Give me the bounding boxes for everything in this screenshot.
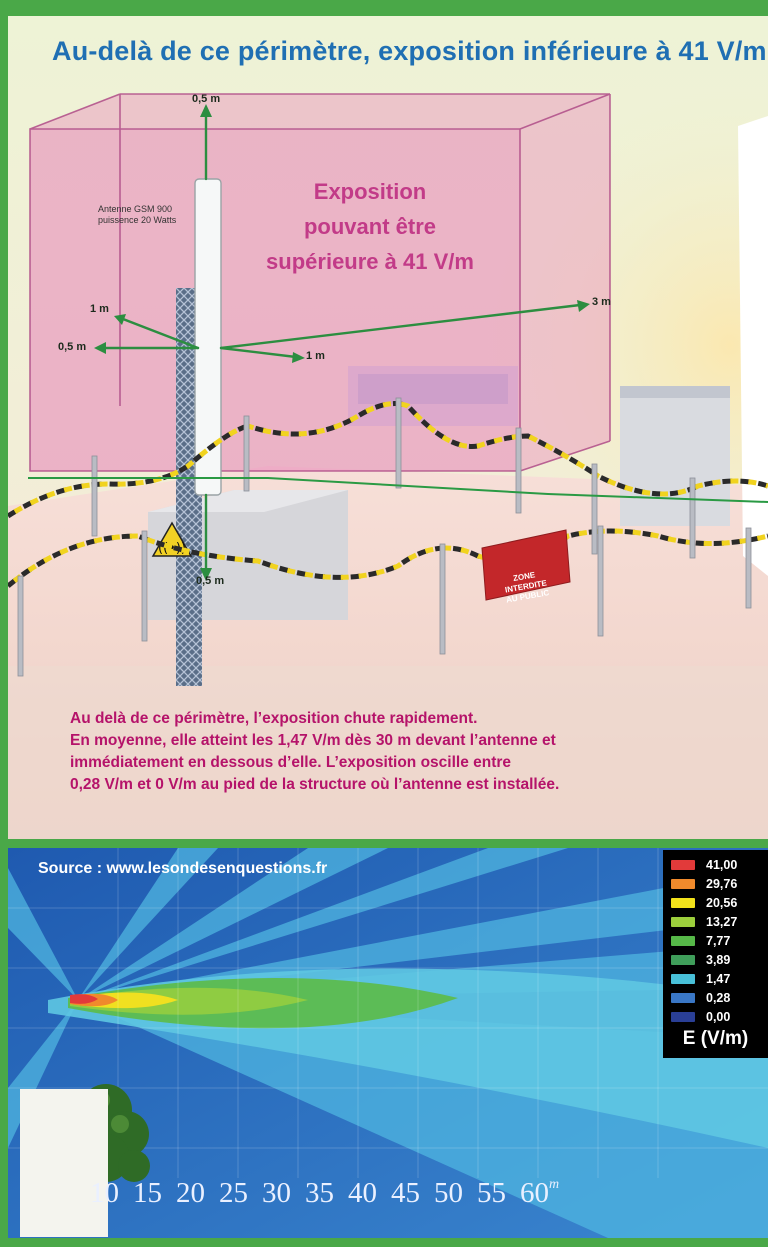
- legend-value: 13,27: [706, 915, 738, 929]
- exposure-label-line-2: pouvant être: [303, 214, 437, 239]
- distance-top: 0,5 m: [192, 93, 221, 105]
- legend-entry: 41,00: [671, 856, 737, 874]
- axis-tick: 20: [176, 1177, 205, 1209]
- exposure-note: Au delà de ce périmètre, l’exposition ch…: [70, 708, 559, 796]
- legend-value: 20,56: [706, 896, 738, 910]
- legend-swatch: [671, 974, 695, 984]
- top-title-value: 41 V/m: [678, 36, 767, 66]
- legend-entry: 0,00: [671, 1008, 730, 1026]
- top-diagram-panel: ((•)): [8, 16, 768, 839]
- legend-value: 0,00: [706, 1010, 731, 1024]
- legend-value: 3,89: [706, 953, 731, 967]
- distance-left-upper: 1 m: [90, 303, 109, 315]
- axis-tick: 50: [434, 1177, 463, 1209]
- legend-entry: 0,28: [671, 989, 730, 1007]
- distance-axis: 10 15 20 25 30 35 40 45 50 55 60 m: [90, 1177, 559, 1210]
- legend-entry: 1,47: [671, 970, 730, 988]
- legend-value: 7,77: [706, 934, 731, 948]
- axis-tick: 30: [262, 1177, 291, 1209]
- distance-front: 1 m: [306, 350, 325, 362]
- legend-entry: 20,56: [671, 894, 737, 912]
- scene-illustration: ((•)): [8, 16, 768, 839]
- legend-value: 29,76: [706, 877, 738, 891]
- legend-entry: 3,89: [671, 951, 730, 969]
- axis-tick: 60: [520, 1177, 549, 1209]
- top-title: Au-delà de ce périmètre, exposition infé…: [52, 36, 767, 67]
- legend-swatch: [671, 993, 695, 1003]
- color-legend: 41,00 29,76 20,56 13,27 7,77 3,89 1,47 0…: [663, 850, 768, 1058]
- axis-unit: m: [549, 1177, 560, 1192]
- exposure-label-line-1: Exposition: [313, 179, 427, 204]
- antenna-label-line-1: Antenne GSM 900: [98, 204, 173, 214]
- legend-swatch: [671, 860, 695, 870]
- building-silhouette: [20, 1089, 108, 1237]
- legend-swatch: [671, 898, 695, 908]
- field-map-panel: [8, 848, 768, 1238]
- legend-entry: 29,76: [671, 875, 737, 893]
- legend-value: 41,00: [706, 858, 738, 872]
- exposure-zone-label: Exposition pouvant être supérieure à 41 …: [256, 174, 484, 279]
- axis-tick: 25: [219, 1177, 248, 1209]
- axis-tick: 15: [133, 1177, 162, 1209]
- legend-swatch: [671, 936, 695, 946]
- legend-swatch: [671, 955, 695, 965]
- legend-value: 0,28: [706, 991, 731, 1005]
- antenna-label: Antenne GSM 900 puissence 20 Watts: [98, 204, 208, 226]
- distance-left-lower: 0,5 m: [58, 341, 87, 353]
- axis-tick: 40: [348, 1177, 377, 1209]
- legend-value: 1,47: [706, 972, 731, 986]
- legend-swatch: [671, 1012, 695, 1022]
- note-line-2: En moyenne, elle atteint les 1,47 V/m dè…: [70, 732, 556, 749]
- legend-swatch: [671, 917, 695, 927]
- legend-entry: 7,77: [671, 932, 730, 950]
- exposure-label-line-3: supérieure à 41 V/m: [266, 249, 474, 274]
- distance-right: 3 m: [592, 296, 611, 308]
- legend-swatch: [671, 879, 695, 889]
- source-credit: Source : www.lesondesenquestions.fr: [38, 860, 328, 877]
- axis-tick: 55: [477, 1177, 506, 1209]
- legend-unit: E (V/m): [682, 1028, 749, 1049]
- legend-entry: 13,27: [671, 913, 737, 931]
- antenna-label-line-2: puissence 20 Watts: [98, 215, 177, 225]
- top-title-text: Au-delà de ce périmètre, exposition infé…: [52, 36, 671, 66]
- axis-tick: 10: [90, 1177, 119, 1209]
- note-line-1: Au delà de ce périmètre, l’exposition ch…: [70, 710, 478, 727]
- distance-bottom: 0,5 m: [196, 575, 225, 587]
- note-line-4: 0,28 V/m et 0 V/m au pied de la structur…: [70, 776, 560, 793]
- note-line-3: immédiatement en dessous d’elle. L’expos…: [70, 754, 512, 771]
- axis-tick: 35: [305, 1177, 334, 1209]
- axis-tick: 45: [391, 1177, 420, 1209]
